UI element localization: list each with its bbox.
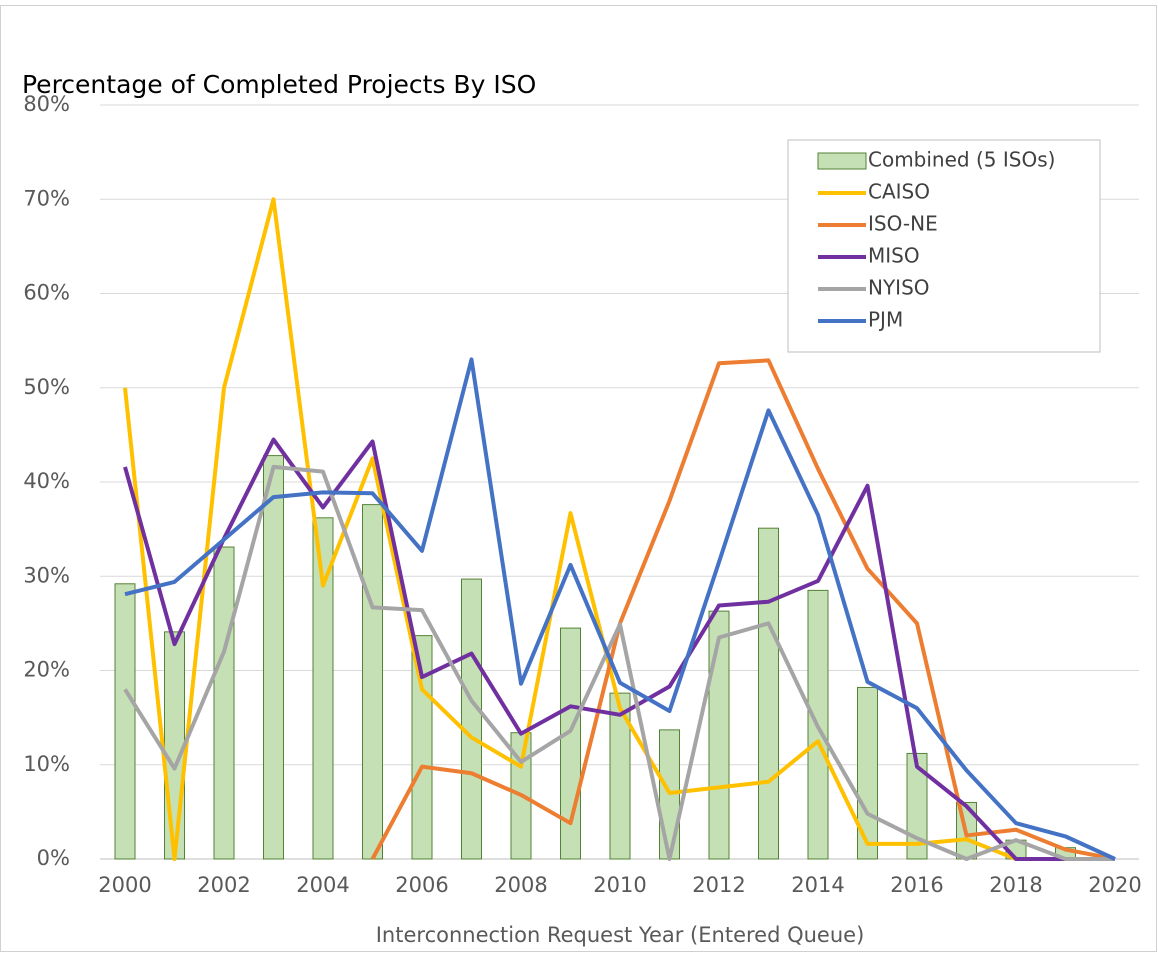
bar	[263, 455, 284, 860]
plot	[114, 197, 1116, 861]
bar	[758, 527, 779, 860]
x-tick-label: 2020	[1088, 873, 1141, 897]
y-tick-label: 50%	[23, 375, 70, 399]
chart-title: Percentage of Completed Projects By ISO	[22, 70, 536, 99]
x-tick-label: 2018	[989, 873, 1042, 897]
y-tick-label: 40%	[23, 469, 70, 493]
legend: Combined (5 ISOs) CAISO ISO-NE MISO NYISO PJM	[787, 139, 1101, 353]
line	[123, 437, 1115, 861]
legend-label: CAISO	[868, 180, 930, 204]
legend-label: PJM	[868, 308, 903, 332]
y-tick-label: 0%	[37, 846, 70, 870]
x-tick-label: 2012	[692, 873, 745, 897]
x-axis-label: Interconnection Request Year (Entered Qu…	[376, 923, 865, 947]
legend-label: Combined (5 ISOs)	[868, 148, 1055, 172]
x-tick-label: 2008	[494, 873, 547, 897]
y-tick-label: 20%	[23, 658, 70, 682]
y-tick-label: 60%	[23, 281, 70, 305]
x-tick-label: 2004	[296, 873, 349, 897]
x-tick-label: 2010	[593, 873, 646, 897]
x-tick-label: 2006	[395, 873, 448, 897]
bar	[164, 631, 185, 860]
y-tick-label: 10%	[23, 752, 70, 776]
y-tick-label: 80%	[23, 92, 70, 116]
x-tick-label: 2002	[197, 873, 250, 897]
bar	[362, 504, 383, 860]
y-tick-label: 70%	[23, 186, 70, 210]
legend-box	[787, 139, 1101, 353]
bar	[312, 517, 334, 860]
legend-label: MISO	[868, 244, 920, 268]
bar	[114, 583, 136, 860]
line	[123, 464, 1115, 861]
bar	[609, 692, 631, 860]
legend-label: ISO-NE	[868, 212, 938, 236]
bar	[461, 578, 482, 860]
line	[123, 197, 1115, 861]
bar	[213, 546, 235, 860]
x-tick-label: 2014	[791, 873, 844, 897]
x-tick-label: 2000	[98, 873, 151, 897]
legend-swatch	[817, 152, 867, 170]
line	[124, 357, 1116, 861]
bar	[906, 752, 928, 860]
bar	[708, 610, 730, 860]
y-tick-label: 30%	[23, 563, 70, 587]
x-tick-label: 2016	[890, 873, 943, 897]
legend-label: NYISO	[868, 276, 930, 300]
